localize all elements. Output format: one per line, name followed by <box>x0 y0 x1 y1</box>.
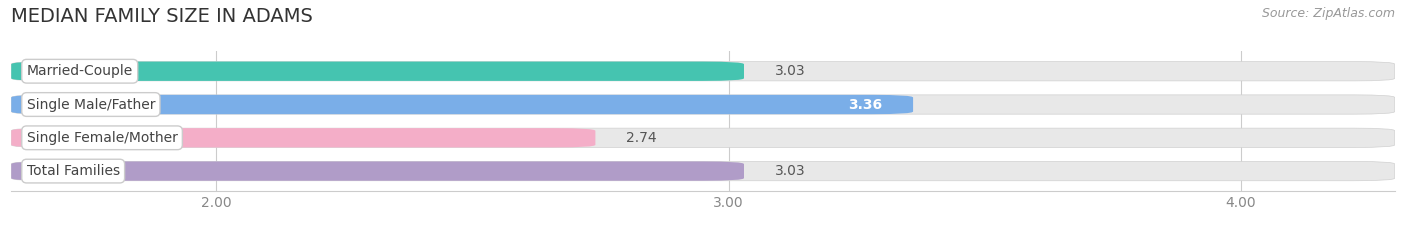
Text: 3.03: 3.03 <box>775 164 806 178</box>
FancyBboxPatch shape <box>11 128 1395 147</box>
Text: Single Male/Father: Single Male/Father <box>27 98 155 112</box>
Text: 3.03: 3.03 <box>775 64 806 78</box>
Text: Married-Couple: Married-Couple <box>27 64 134 78</box>
Text: Single Female/Mother: Single Female/Mother <box>27 131 177 145</box>
Text: 2.74: 2.74 <box>626 131 657 145</box>
FancyBboxPatch shape <box>11 95 1395 114</box>
FancyBboxPatch shape <box>11 128 595 147</box>
Text: 3.36: 3.36 <box>848 98 883 112</box>
FancyBboxPatch shape <box>11 62 744 81</box>
FancyBboxPatch shape <box>11 95 912 114</box>
FancyBboxPatch shape <box>11 161 744 181</box>
FancyBboxPatch shape <box>11 161 1395 181</box>
Text: MEDIAN FAMILY SIZE IN ADAMS: MEDIAN FAMILY SIZE IN ADAMS <box>11 7 314 26</box>
Text: Source: ZipAtlas.com: Source: ZipAtlas.com <box>1261 7 1395 20</box>
FancyBboxPatch shape <box>11 62 1395 81</box>
Text: Total Families: Total Families <box>27 164 120 178</box>
